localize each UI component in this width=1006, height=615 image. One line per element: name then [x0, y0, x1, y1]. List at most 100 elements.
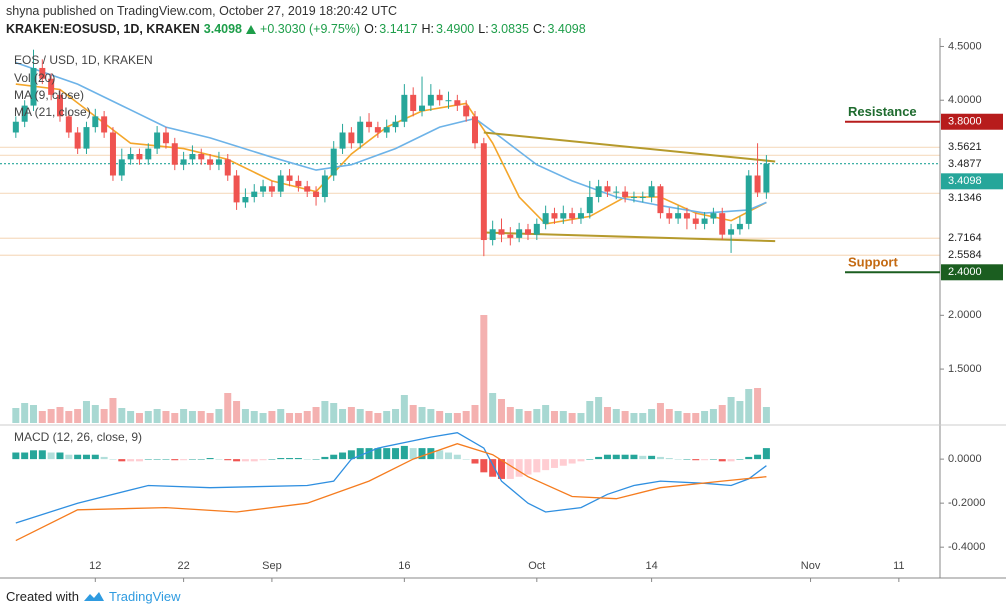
volume-bar: [383, 411, 391, 423]
ohlc-label: H:: [421, 22, 435, 36]
volume-bar: [515, 409, 523, 423]
price-label: 3.5621: [948, 141, 982, 153]
ohlc-value: 3.0835: [490, 22, 529, 36]
macd-histogram-bar: [453, 454, 461, 460]
macd-histogram-bar: [268, 459, 276, 460]
volume-bar: [392, 409, 400, 423]
candle-body: [683, 213, 690, 219]
volume-bar: [462, 411, 470, 423]
candle-body: [560, 213, 567, 219]
volume-bar: [347, 407, 355, 423]
macd-histogram-bar: [718, 459, 726, 462]
candle-body: [639, 197, 646, 199]
volume-bar: [180, 409, 188, 423]
candle-body: [383, 127, 390, 133]
volume-bar: [286, 413, 294, 423]
volume-bar: [135, 413, 143, 423]
macd-histogram-bar: [701, 459, 709, 461]
macd-histogram-bar: [736, 459, 744, 460]
volume-bar: [709, 409, 717, 423]
x-tick-label: 14: [645, 560, 657, 572]
volume-bar: [82, 401, 90, 423]
macd-histogram-bar: [665, 458, 673, 460]
created-with: Created with: [6, 589, 79, 604]
volume-bar: [400, 395, 408, 423]
x-tick-label: Nov: [801, 560, 821, 572]
candle-body: [454, 100, 461, 106]
volume-bar: [418, 407, 426, 423]
chart-title: EOS / USD, 1D, KRAKEN: [14, 53, 153, 67]
volume-bar: [559, 411, 567, 423]
volume-bar: [233, 401, 241, 423]
macd-histogram-bar: [135, 459, 143, 462]
volume-bar: [268, 411, 276, 423]
candle-body: [463, 105, 470, 117]
volume-bar: [144, 411, 152, 423]
volume-bar: [718, 405, 726, 423]
candle-body: [30, 67, 37, 106]
macd-histogram-bar: [197, 459, 205, 460]
macd-histogram-bar: [709, 459, 717, 460]
candle-body: [260, 186, 267, 192]
last-price: 3.4098: [203, 22, 243, 36]
candle-body: [83, 127, 90, 149]
macd-histogram-bar: [762, 448, 770, 460]
macd-histogram-bar: [153, 459, 161, 460]
candle-body: [136, 153, 143, 160]
candle-body: [21, 105, 28, 122]
macd-histogram-bar: [312, 459, 320, 460]
candle-body: [498, 229, 505, 235]
macd-histogram-bar: [550, 459, 558, 468]
candle-body: [242, 197, 249, 203]
macd-histogram-bar: [109, 459, 117, 460]
ohlc-value: 3.1417: [379, 22, 418, 36]
price-label: 3.4098: [948, 175, 982, 187]
volume-bar: [29, 405, 37, 423]
macd-histogram-bar: [497, 459, 505, 479]
macd-histogram-bar: [727, 459, 735, 462]
candle-body: [215, 159, 222, 165]
ohlc-label: O:: [364, 22, 378, 36]
macd-histogram-bar: [754, 454, 762, 460]
macd-histogram-bar: [480, 459, 488, 473]
candle-body: [577, 213, 584, 219]
macd-histogram-bar: [12, 452, 20, 460]
candle-body: [189, 153, 196, 160]
candle-body: [101, 116, 108, 133]
macd-histogram-bar: [674, 459, 682, 460]
volume-bar: [445, 413, 453, 423]
candle-body: [392, 121, 399, 128]
volume-bar: [568, 413, 576, 423]
price-label-box: [941, 173, 1003, 190]
candle-body: [480, 143, 487, 241]
candle-body: [162, 132, 169, 144]
candle-body: [542, 213, 549, 224]
macd-histogram-bar: [321, 456, 329, 460]
price-label-box: [941, 190, 1003, 207]
macd-histogram-bar: [400, 445, 408, 460]
brand: TradingView: [108, 589, 181, 604]
macd-histogram-bar: [294, 458, 302, 460]
candle-body: [12, 121, 19, 133]
ma-legend: MA (9, close): [14, 88, 84, 102]
candle-body: [357, 121, 364, 144]
volume-bar: [436, 411, 444, 423]
candle-body: [295, 180, 302, 187]
candle-body: [56, 94, 63, 117]
symbol-line: KRAKEN:EOSUSD, 1D, KRAKEN 3.4098 +0.3030…: [6, 22, 588, 36]
macd-histogram-bar: [74, 454, 82, 460]
volume-bar: [639, 413, 647, 423]
volume-bar: [754, 388, 762, 423]
volume-bar: [727, 397, 735, 423]
macd-histogram-bar: [339, 452, 347, 460]
volume-bar: [453, 413, 461, 423]
candle-body: [65, 116, 72, 133]
macd-histogram-bar: [542, 459, 550, 471]
symbol: KRAKEN:EOSUSD, 1D, KRAKEN: [6, 22, 200, 36]
candle-body: [251, 191, 258, 198]
candle-body: [410, 94, 417, 111]
volume-bar: [683, 413, 691, 423]
volume-bar: [38, 411, 46, 423]
candle-body: [74, 132, 81, 149]
volume-bar: [250, 411, 258, 423]
